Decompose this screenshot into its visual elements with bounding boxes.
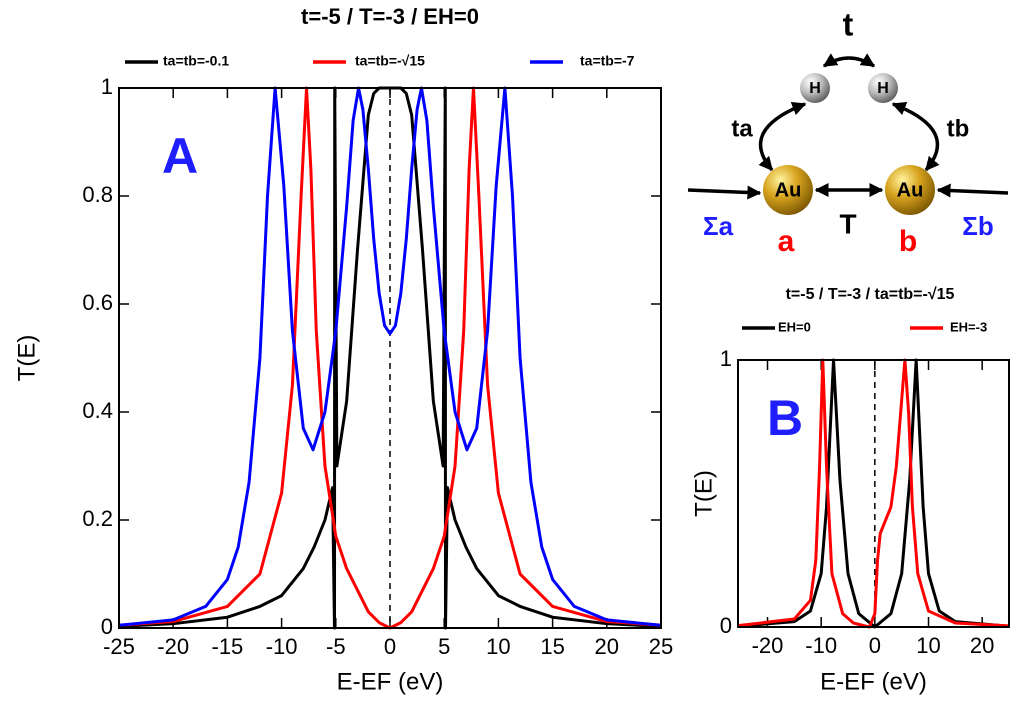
hopping-label: t bbox=[843, 6, 854, 42]
y-tick-label: 0.8 bbox=[82, 182, 113, 207]
x-tick-label: 0 bbox=[384, 634, 396, 659]
x-tick-label: -20 bbox=[752, 633, 784, 658]
chart-title: t=-5 / T=-3 / EH=0 bbox=[301, 4, 479, 29]
y-tick-label: 0.6 bbox=[82, 290, 113, 315]
atom-label: H bbox=[809, 80, 821, 97]
y-axis-label: T(E) bbox=[13, 335, 40, 382]
x-tick-label: -10 bbox=[805, 633, 837, 658]
legend-label: EH=0 bbox=[778, 319, 811, 334]
site-label: a bbox=[778, 225, 795, 258]
x-tick-label: -15 bbox=[212, 634, 244, 659]
series-line bbox=[118, 86, 662, 627]
self-energy-label: Σa bbox=[703, 211, 734, 241]
x-tick-label: 25 bbox=[649, 634, 673, 659]
y-tick-label: 1 bbox=[720, 346, 732, 371]
x-axis-label: E-EF (eV) bbox=[820, 668, 927, 695]
h-atom bbox=[868, 73, 898, 103]
panel-label: A bbox=[162, 128, 198, 184]
self-energy-label: Σb bbox=[962, 211, 993, 241]
arrow bbox=[758, 102, 807, 172]
x-axis-label: E-EF (eV) bbox=[337, 668, 444, 695]
legend-label: ta=tb=-0.1 bbox=[163, 53, 229, 69]
au-atom bbox=[763, 165, 813, 215]
hopping-label: ta bbox=[731, 115, 753, 142]
legend-label: ta=tb=-7 bbox=[580, 53, 635, 69]
x-tick-label: 20 bbox=[970, 633, 994, 658]
plot-frame bbox=[118, 87, 662, 629]
y-tick-label: 1 bbox=[101, 74, 113, 99]
series-line bbox=[737, 358, 1010, 629]
x-tick-label: 10 bbox=[486, 634, 510, 659]
legend-label: ta=tb=-√15 bbox=[355, 53, 425, 69]
legend-label: EH=-3 bbox=[950, 319, 987, 334]
site-label: b bbox=[899, 225, 917, 258]
coupling-label: T bbox=[839, 208, 856, 239]
x-tick-label: 0 bbox=[869, 633, 881, 658]
atom-label: Au bbox=[775, 179, 802, 201]
atom-label: Au bbox=[897, 179, 924, 201]
x-tick-label: 15 bbox=[540, 634, 564, 659]
x-tick-label: 10 bbox=[916, 633, 940, 658]
x-tick-label: 5 bbox=[438, 634, 450, 659]
arrow bbox=[936, 183, 1009, 198]
plot-frame bbox=[737, 359, 1010, 628]
x-tick-label: -10 bbox=[266, 634, 298, 659]
y-axis-label: T(E) bbox=[690, 470, 717, 517]
hopping-label: tb bbox=[947, 115, 970, 142]
x-tick-label: -5 bbox=[326, 634, 346, 659]
y-tick-label: 0 bbox=[720, 613, 732, 638]
panel-label: B bbox=[767, 390, 803, 446]
chart-title: t=-5 / T=-3 / ta=tb=-√15 bbox=[786, 286, 955, 303]
h-atom bbox=[800, 73, 830, 103]
atom-label: H bbox=[877, 80, 889, 97]
arrow bbox=[822, 53, 876, 68]
y-tick-label: 0 bbox=[101, 614, 113, 639]
diagram: H H Au Au t ta tb T Σa Σb a b bbox=[687, 6, 1009, 258]
x-tick-label: -25 bbox=[103, 634, 135, 659]
x-tick-label: 20 bbox=[595, 634, 619, 659]
arrow bbox=[687, 185, 762, 200]
y-tick-label: 0.4 bbox=[82, 398, 113, 423]
au-atom bbox=[885, 165, 935, 215]
x-tick-label: -20 bbox=[157, 634, 189, 659]
y-tick-label: 0.2 bbox=[82, 506, 113, 531]
arrow bbox=[891, 102, 940, 172]
